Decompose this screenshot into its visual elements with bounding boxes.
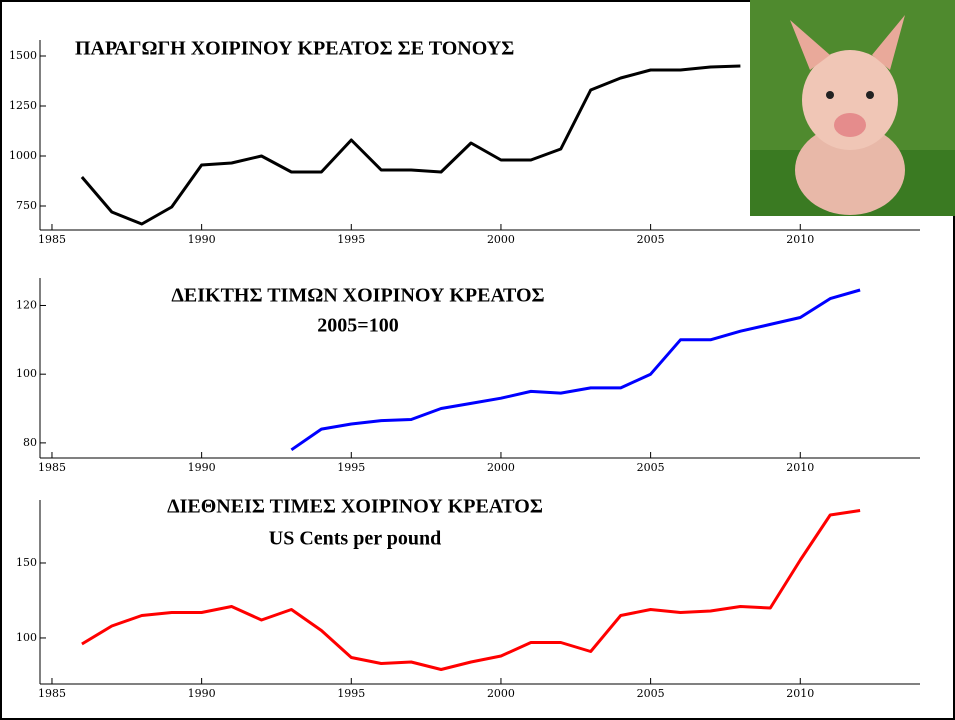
x-tick-label: 1985 [38, 687, 66, 700]
x-tick-label: 1995 [337, 461, 365, 474]
x-tick-label: 2010 [786, 233, 814, 246]
x-tick-label: 1995 [337, 687, 365, 700]
x-tick-label: 2005 [637, 687, 665, 700]
data-line [80, 64, 741, 226]
chart-title: ΠΑΡΑΓΩΓΗ ΧΟΙΡΙΝΟΥ ΚΡΕΑΤΟΣ ΣΕ ΤΟΝΟΥΣ [75, 38, 514, 60]
chart-subtitle: US Cents per pound [269, 528, 441, 550]
x-tick-label: 2005 [637, 233, 665, 246]
x-tick-label: 1985 [38, 461, 66, 474]
y-tick-label: 100 [16, 367, 37, 380]
data-line [290, 288, 861, 452]
x-tick-label: 2010 [786, 461, 814, 474]
x-tick-label: 2000 [487, 461, 515, 474]
x-tick-label: 2005 [637, 461, 665, 474]
x-tick-label: 1990 [188, 687, 216, 700]
y-tick-label: 120 [16, 298, 37, 311]
y-tick-label: 100 [16, 631, 37, 644]
x-tick-label: 2010 [786, 687, 814, 700]
pig-photo [750, 0, 955, 216]
x-tick-label: 1995 [337, 233, 365, 246]
y-tick-label: 1250 [9, 99, 37, 112]
chart-title: ΔΙΕΘΝΕΙΣ ΤΙΜΕΣ ΧΟΙΡΙΝΟΥ ΚΡΕΑΤΟΣ [167, 496, 543, 518]
y-tick-label: 150 [16, 556, 37, 569]
chart-subtitle: 2005=100 [317, 315, 398, 337]
x-tick-label: 2000 [487, 233, 515, 246]
y-tick-label: 80 [23, 436, 37, 449]
y-tick-label: 1000 [9, 149, 37, 162]
x-tick-label: 2000 [487, 687, 515, 700]
chart-title: ΔΕΙΚΤΗΣ ΤΙΜΩΝ ΧΟΙΡΙΝΟΥ ΚΡΕΑΤΟΣ [171, 285, 544, 307]
x-tick-label: 1985 [38, 233, 66, 246]
x-tick-label: 1990 [188, 461, 216, 474]
y-tick-label: 750 [16, 199, 37, 212]
x-tick-label: 1990 [188, 233, 216, 246]
data-line [81, 509, 861, 671]
y-tick-label: 1500 [9, 49, 37, 62]
